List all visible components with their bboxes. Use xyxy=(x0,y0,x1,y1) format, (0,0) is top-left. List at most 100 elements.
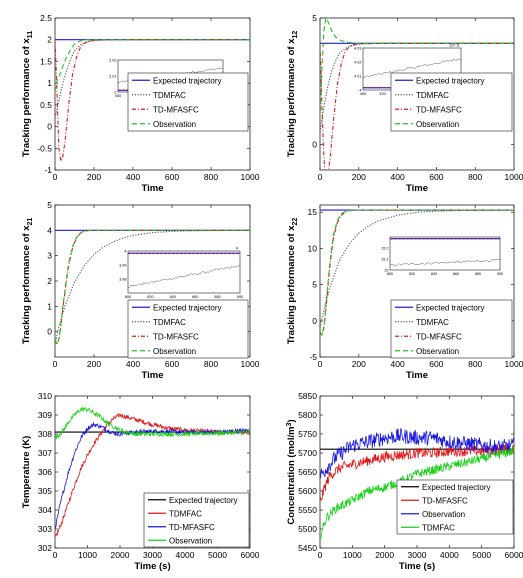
inset-x-tick-label: 420 xyxy=(379,92,385,96)
y-tick-label: 304 xyxy=(38,505,52,515)
y-tick-label: 0 xyxy=(312,316,317,326)
inset-x-tick-label: 800 xyxy=(125,295,131,299)
x-tick-label: 400 xyxy=(126,172,140,182)
x-tick-label: 0 xyxy=(318,550,323,560)
y-axis-label: Tracking performance of x12 xyxy=(286,31,299,158)
series-group xyxy=(320,18,514,170)
legend-label: TD-MFASFC xyxy=(153,105,199,114)
x-tick-label: 200 xyxy=(352,359,366,369)
x-tick-label: 1000 xyxy=(343,550,362,560)
legend-label: TD-MFASFC xyxy=(416,105,462,114)
x-tick-label: 6000 xyxy=(241,550,260,560)
legend-label: TD-MFASFC xyxy=(153,332,199,341)
inset-y-tick-label: 15.1 xyxy=(381,258,388,262)
series-line xyxy=(55,229,250,345)
inset-x-tick-label: 860 xyxy=(192,295,198,299)
legend-box xyxy=(127,299,249,359)
inset-corner-label: 4 xyxy=(236,246,239,251)
chart-panel: 0 200 400 600 800 1000 0 1 2 3 4 5 Time Tracking perf… xyxy=(21,200,260,381)
inset-x-tick-label: 800 xyxy=(387,272,393,276)
y-tick-label: 5550 xyxy=(298,505,317,515)
x-axis-label: Time xyxy=(141,183,163,194)
series-group xyxy=(320,209,514,337)
x-tick-label: 3000 xyxy=(408,550,427,560)
inset-corner-label: 10^-3 xyxy=(449,43,460,48)
y-tick-label: 307 xyxy=(38,448,52,458)
y-tick-label: 303 xyxy=(38,524,52,534)
inset-x-tick-label: 840 xyxy=(170,295,176,299)
series-line xyxy=(55,406,250,440)
inset-plot: 800 820 840 860 880 900 15 15.1 15.2 xyxy=(381,236,503,276)
inset-x-tick-label: 880 xyxy=(214,295,220,299)
series-group xyxy=(320,428,514,541)
legend-box xyxy=(390,299,513,359)
legend-label: TD-MFASFC xyxy=(422,496,468,505)
y-tick-label: 5 xyxy=(47,200,52,210)
series-group xyxy=(55,39,250,164)
legend-label: Expected trajectory xyxy=(422,483,490,492)
legend-label: Observation xyxy=(422,510,465,519)
inset-x-tick-label: 860 xyxy=(453,272,459,276)
y-tick-label: 308 xyxy=(38,429,52,439)
legend-label: Observation xyxy=(416,347,459,356)
x-tick-label: 5000 xyxy=(472,550,491,560)
y-tick-label: 5850 xyxy=(298,391,317,401)
y-tick-label: 3 xyxy=(47,251,52,261)
legend: Expected trajectory TDMFAC TD-MFASFC Observ… xyxy=(127,299,249,359)
y-tick-label: 5500 xyxy=(298,524,317,534)
series-line xyxy=(55,421,250,530)
y-tick-label: 2.5 xyxy=(40,13,52,23)
legend-label: Expected trajectory xyxy=(153,303,221,312)
x-tick-label: 1000 xyxy=(241,172,260,182)
inset-y-tick-label: 4 xyxy=(359,89,361,93)
y-tick-label: 305 xyxy=(38,486,52,496)
y-tick-label: 5 xyxy=(312,13,317,23)
x-tick-label: 400 xyxy=(391,172,405,182)
x-tick-label: 5000 xyxy=(208,550,227,560)
legend-label: Expected trajectory xyxy=(416,76,484,85)
x-tick-label: 1000 xyxy=(78,550,97,560)
y-tick-label: 5800 xyxy=(298,410,317,420)
legend-label: TDMFAC xyxy=(169,509,202,518)
x-tick-label: 1000 xyxy=(505,172,523,182)
legend-label: TDMFAC xyxy=(416,318,449,327)
x-tick-label: 4000 xyxy=(176,550,195,560)
y-tick-label: 0 xyxy=(47,122,52,132)
legend-label: Expected trajectory xyxy=(416,303,484,312)
series-line xyxy=(55,229,250,346)
series-line xyxy=(320,446,514,541)
x-tick-label: 200 xyxy=(87,359,101,369)
inset-x-tick-label: 900 xyxy=(237,295,243,299)
x-tick-label: 600 xyxy=(429,359,443,369)
inset-x-tick-label: 820 xyxy=(147,295,153,299)
x-axis-label: Time xyxy=(141,370,163,381)
legend: Expected trajectory TDMFAC TD-MFASFC Observ… xyxy=(127,72,249,132)
series-line xyxy=(320,428,514,479)
y-tick-label: 1 xyxy=(47,78,52,88)
x-tick-label: 3000 xyxy=(143,550,162,560)
legend-box xyxy=(390,72,513,132)
inset-frame xyxy=(389,236,501,271)
legend-label: Expected trajectory xyxy=(153,76,221,85)
legend-box xyxy=(127,72,249,132)
x-tick-label: 2000 xyxy=(375,550,394,560)
legend: Expected trajectory TDMFAC TD-MFASFC Observ… xyxy=(143,492,250,548)
x-axis-label: Time (s) xyxy=(399,561,435,572)
legend-label: TDMFAC xyxy=(416,91,449,100)
chart-panel: 0 200 400 600 800 1000 0 5 Time Tracking performa… xyxy=(286,13,523,194)
legend: Expected trajectory TDMFAC TD-MFASFC Observ… xyxy=(390,72,513,132)
legend-box xyxy=(396,479,514,535)
inset-y-tick-label: 4.01 xyxy=(354,75,361,79)
x-tick-label: 400 xyxy=(391,359,405,369)
legend-label: TDMFAC xyxy=(153,91,186,100)
x-tick-label: 6000 xyxy=(505,550,523,560)
inset-x-tick-label: 400 xyxy=(115,94,121,98)
inset-trace xyxy=(389,259,501,266)
y-tick-label: 2 xyxy=(47,276,52,286)
inset-y-tick-label: 4.03 xyxy=(354,47,361,51)
y-tick-label: 0 xyxy=(312,140,317,150)
legend-label: TDMFAC xyxy=(153,318,186,327)
inset-y-tick-label: 15.2 xyxy=(381,247,388,251)
inset-y-tick-label: 15 xyxy=(384,269,388,273)
inset-x-tick-label: 820 xyxy=(409,272,415,276)
